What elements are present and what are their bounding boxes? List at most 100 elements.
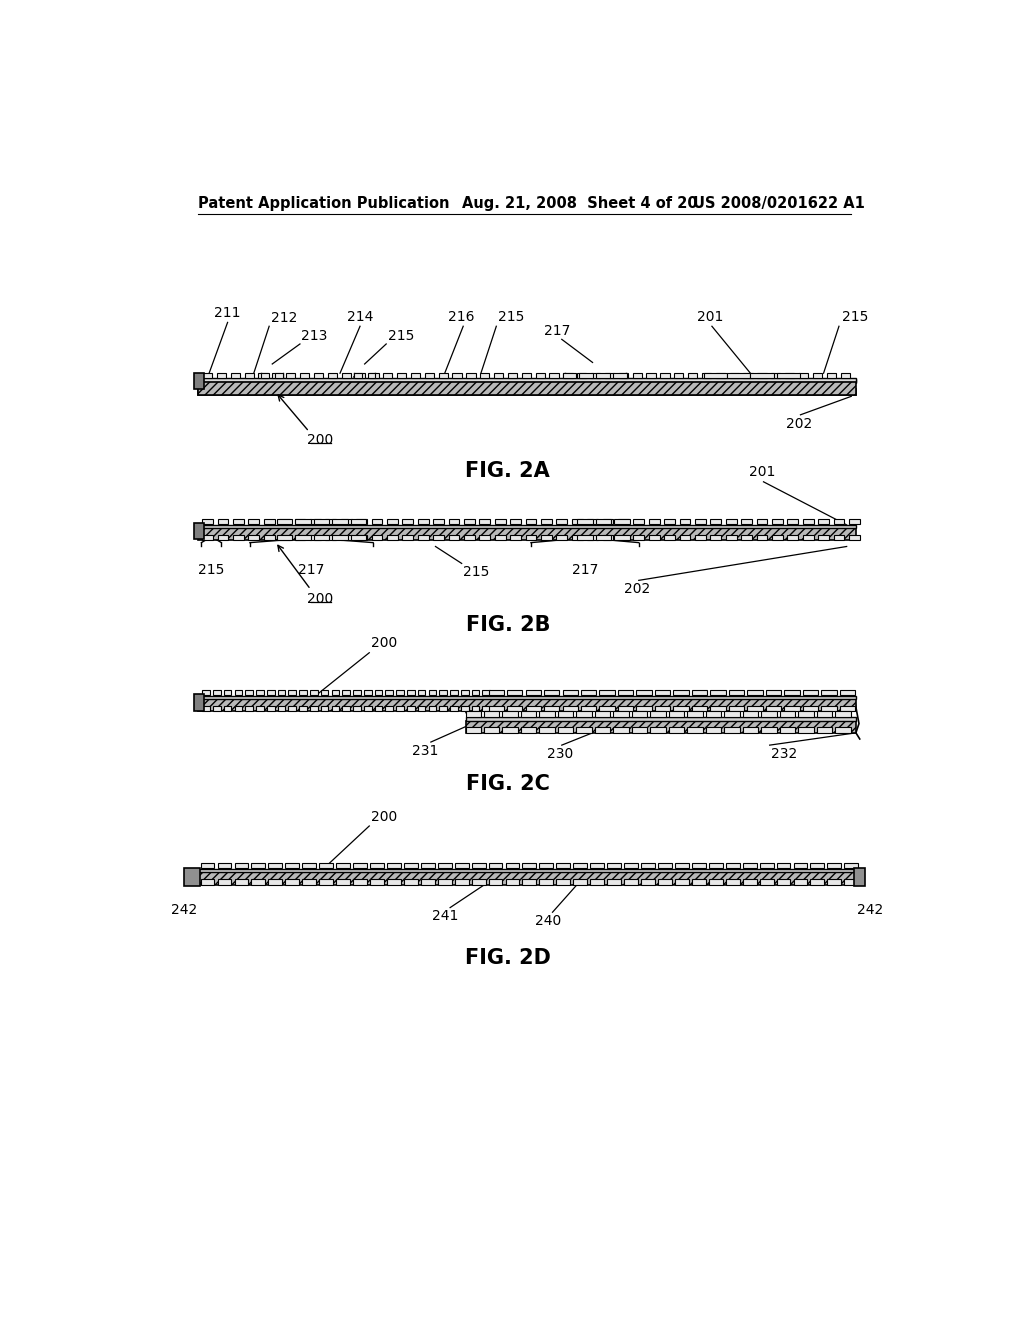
- Bar: [300, 374, 309, 378]
- Text: 200: 200: [371, 809, 397, 824]
- Bar: [272, 374, 282, 378]
- Bar: [429, 706, 436, 711]
- Bar: [525, 706, 541, 711]
- Bar: [556, 863, 570, 869]
- Bar: [687, 711, 702, 717]
- Bar: [199, 383, 856, 395]
- Bar: [372, 535, 382, 540]
- Bar: [761, 727, 776, 733]
- Text: 214: 214: [347, 310, 373, 323]
- Bar: [356, 519, 367, 524]
- Bar: [618, 374, 628, 378]
- Bar: [772, 519, 782, 524]
- Bar: [246, 689, 253, 696]
- Bar: [595, 727, 610, 733]
- Bar: [794, 879, 807, 884]
- Bar: [276, 519, 292, 524]
- Bar: [268, 863, 283, 869]
- Bar: [771, 374, 780, 378]
- Bar: [632, 727, 647, 733]
- Bar: [199, 700, 856, 711]
- Text: 211: 211: [214, 306, 241, 321]
- Bar: [234, 706, 243, 711]
- Bar: [510, 519, 521, 524]
- Bar: [370, 879, 384, 884]
- Bar: [466, 721, 856, 733]
- Bar: [680, 519, 690, 524]
- Bar: [278, 689, 286, 696]
- Bar: [342, 706, 350, 711]
- Text: Aug. 21, 2008  Sheet 4 of 20: Aug. 21, 2008 Sheet 4 of 20: [462, 195, 697, 211]
- Bar: [418, 519, 429, 524]
- Text: 215: 215: [388, 329, 414, 343]
- Bar: [641, 863, 655, 869]
- Bar: [779, 711, 795, 717]
- Bar: [613, 374, 628, 378]
- Bar: [605, 374, 614, 378]
- Bar: [464, 519, 475, 524]
- Bar: [726, 535, 736, 540]
- Text: 242: 242: [857, 903, 883, 917]
- Bar: [581, 689, 596, 696]
- Bar: [705, 374, 727, 378]
- Bar: [646, 374, 655, 378]
- Bar: [827, 863, 842, 869]
- Bar: [267, 689, 274, 696]
- Bar: [544, 689, 559, 696]
- Bar: [674, 706, 689, 711]
- Bar: [706, 727, 721, 733]
- Bar: [275, 374, 283, 378]
- Bar: [472, 879, 485, 884]
- Bar: [840, 689, 855, 696]
- Bar: [562, 706, 578, 711]
- Bar: [503, 711, 518, 717]
- Bar: [289, 706, 296, 711]
- Bar: [213, 706, 220, 711]
- Bar: [385, 689, 393, 696]
- Bar: [286, 879, 299, 884]
- Bar: [641, 879, 655, 884]
- Text: 215: 215: [199, 564, 224, 577]
- Bar: [217, 374, 226, 378]
- Bar: [438, 863, 452, 869]
- Bar: [741, 519, 752, 524]
- Bar: [658, 879, 672, 884]
- Bar: [342, 689, 350, 696]
- Bar: [264, 519, 274, 524]
- Bar: [748, 706, 763, 711]
- Bar: [453, 374, 462, 378]
- Bar: [637, 689, 652, 696]
- Text: US 2008/0201622 A1: US 2008/0201622 A1: [692, 195, 864, 211]
- Bar: [578, 519, 593, 524]
- Text: 240: 240: [535, 913, 561, 928]
- Bar: [776, 879, 791, 884]
- Bar: [252, 863, 265, 869]
- Bar: [199, 379, 856, 383]
- Bar: [217, 863, 231, 869]
- Bar: [766, 706, 781, 711]
- Bar: [508, 374, 517, 378]
- Bar: [602, 535, 613, 540]
- Bar: [541, 535, 552, 540]
- Bar: [634, 519, 644, 524]
- Bar: [466, 718, 856, 721]
- Bar: [313, 374, 323, 378]
- Text: 242: 242: [171, 903, 198, 917]
- Bar: [784, 706, 800, 711]
- Text: 201: 201: [749, 466, 775, 479]
- Bar: [724, 711, 739, 717]
- Bar: [234, 879, 249, 884]
- Bar: [562, 374, 577, 378]
- Bar: [364, 689, 372, 696]
- Bar: [403, 879, 418, 884]
- Bar: [299, 689, 307, 696]
- Bar: [506, 863, 519, 869]
- Bar: [540, 863, 553, 869]
- Bar: [310, 689, 317, 696]
- Bar: [201, 879, 214, 884]
- Bar: [692, 863, 706, 869]
- Text: 200: 200: [371, 636, 397, 651]
- Bar: [249, 519, 259, 524]
- Bar: [295, 535, 310, 540]
- Bar: [818, 519, 829, 524]
